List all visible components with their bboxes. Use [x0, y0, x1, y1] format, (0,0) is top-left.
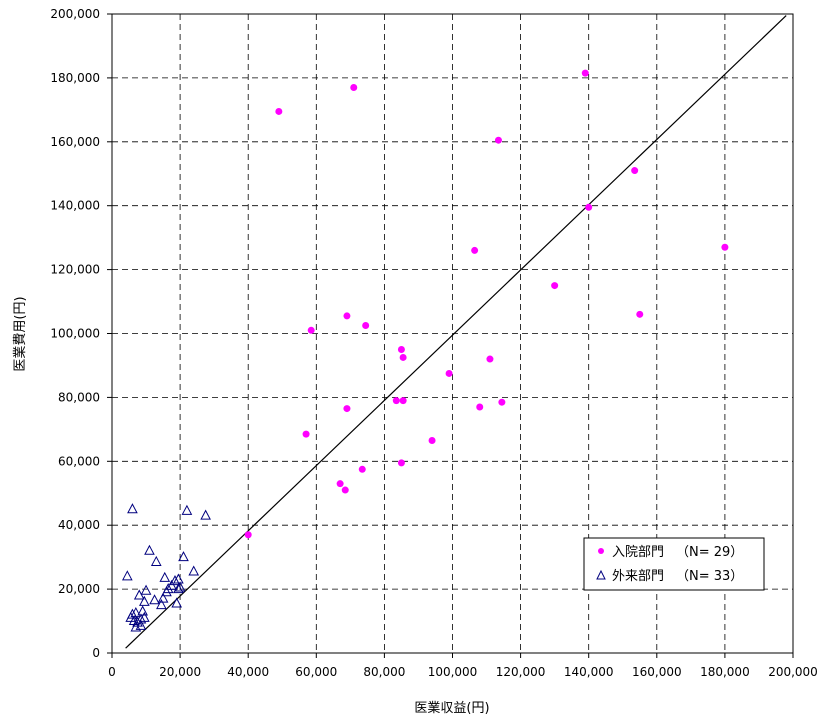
outpatient-point	[156, 599, 167, 610]
inpatient-point	[302, 430, 310, 438]
inpatient-point	[445, 369, 453, 377]
outpatient-point	[188, 565, 200, 576]
inpatient-point	[581, 69, 589, 77]
outpatient-point	[140, 584, 152, 595]
inpatient-point	[399, 353, 407, 361]
outpatient-point	[166, 579, 177, 590]
outpatient-point	[173, 573, 184, 584]
inpatient-point	[494, 136, 502, 144]
x-tick-label: 0	[108, 665, 116, 679]
inpatient-point	[397, 345, 405, 353]
y-tick-label: 180,000	[50, 71, 100, 85]
x-tick-label: 200,000	[768, 665, 818, 679]
inpatient-point	[631, 167, 639, 175]
y-tick-labels: 0 20,000 40,000 60,000 80,000 100,000 120,000 1…	[50, 7, 112, 660]
inpatient-point	[275, 107, 283, 115]
legend-label-outpatient: 外来部門	[612, 569, 664, 584]
outpatient-point	[139, 595, 150, 606]
legend-label-inpatient: 入院部門	[612, 545, 664, 560]
outpatient-point	[130, 606, 142, 618]
outpatient-point	[181, 504, 193, 515]
x-tick-label: 180,000	[700, 665, 750, 679]
outpatient-point	[159, 571, 171, 582]
inpatient-point	[307, 326, 315, 334]
y-tick-label: 200,000	[50, 7, 100, 21]
x-tick-label: 80,000	[363, 665, 405, 679]
outpatient-point	[171, 597, 183, 608]
legend-marker-inpatient	[598, 548, 604, 554]
y-tick-label: 120,000	[50, 263, 100, 277]
legend: 入院部門 （N= 29） 外来部門 （N= 33）	[583, 537, 765, 591]
y-axis-title: 医業費用(円)	[12, 296, 28, 371]
legend-count-inpatient: （N= 29）	[676, 545, 743, 560]
outpatient-point	[135, 613, 147, 624]
x-tick-label: 140,000	[564, 665, 614, 679]
inpatient-point	[486, 355, 494, 363]
outpatient-point	[157, 592, 169, 603]
outpatient-point	[139, 611, 150, 622]
inpatient-point	[336, 480, 344, 488]
inpatient-point	[343, 312, 351, 320]
outpatient-point	[150, 555, 162, 566]
y-tick-label: 20,000	[58, 582, 100, 596]
inpatient-point	[343, 405, 351, 413]
x-tick-labels: 0 20,000 40,000 60,000 80,000 100,000 120,000 1…	[108, 653, 818, 679]
outpatient-point	[161, 586, 172, 597]
outpatient-point	[200, 509, 211, 520]
inpatient-point	[244, 531, 252, 539]
inpatient-point	[397, 459, 405, 467]
outpatient-point	[174, 581, 186, 592]
gridlines	[112, 14, 793, 653]
inpatient-point	[350, 83, 358, 91]
inpatient-point	[721, 243, 729, 251]
inpatient-point	[498, 398, 506, 406]
inpatient-point	[585, 203, 593, 211]
y-tick-label: 40,000	[58, 518, 100, 532]
y-tick-label: 80,000	[58, 390, 100, 404]
x-axis-title: 医業収益(円)	[414, 700, 489, 716]
inpatient-point	[551, 282, 559, 290]
outpatient-point	[135, 619, 147, 630]
inpatient-point	[358, 465, 366, 473]
x-tick-label: 120,000	[496, 665, 546, 679]
outpatient-point	[169, 575, 181, 586]
x-tick-label: 100,000	[428, 665, 478, 679]
y-tick-label: 160,000	[50, 135, 100, 149]
x-tick-label: 20,000	[159, 665, 201, 679]
legend-marker-outpatient	[596, 569, 606, 580]
outpatient-point	[133, 589, 145, 600]
outpatient-point	[132, 616, 143, 627]
legend-count-outpatient: （N= 33）	[676, 569, 743, 584]
inpatient-point	[399, 397, 407, 405]
y-tick-label: 60,000	[58, 454, 100, 468]
inpatient-point	[476, 403, 484, 411]
outpatient-point	[127, 503, 138, 514]
inpatient-point	[362, 322, 370, 330]
inpatient-point	[428, 437, 436, 445]
outpatient-point	[144, 544, 155, 555]
reference-diagonal-line	[125, 15, 787, 649]
inpatient-point	[471, 246, 479, 254]
outpatient-point	[127, 608, 138, 619]
inpatient-point	[392, 397, 400, 405]
x-tick-label: 160,000	[632, 665, 682, 679]
outpatient-point	[137, 605, 148, 616]
y-tick-label: 0	[92, 646, 100, 660]
inpatient-point	[341, 486, 349, 494]
y-tick-label: 140,000	[50, 199, 100, 213]
inpatient-point	[636, 310, 644, 318]
outpatient-point	[121, 570, 133, 581]
y-tick-label: 100,000	[50, 327, 100, 341]
outpatient-point	[149, 594, 160, 605]
data-points	[121, 69, 729, 632]
x-tick-label: 60,000	[295, 665, 337, 679]
legend-box	[583, 537, 765, 591]
outpatient-point	[178, 551, 189, 562]
x-tick-label: 40,000	[227, 665, 269, 679]
outpatient-point	[173, 583, 184, 594]
